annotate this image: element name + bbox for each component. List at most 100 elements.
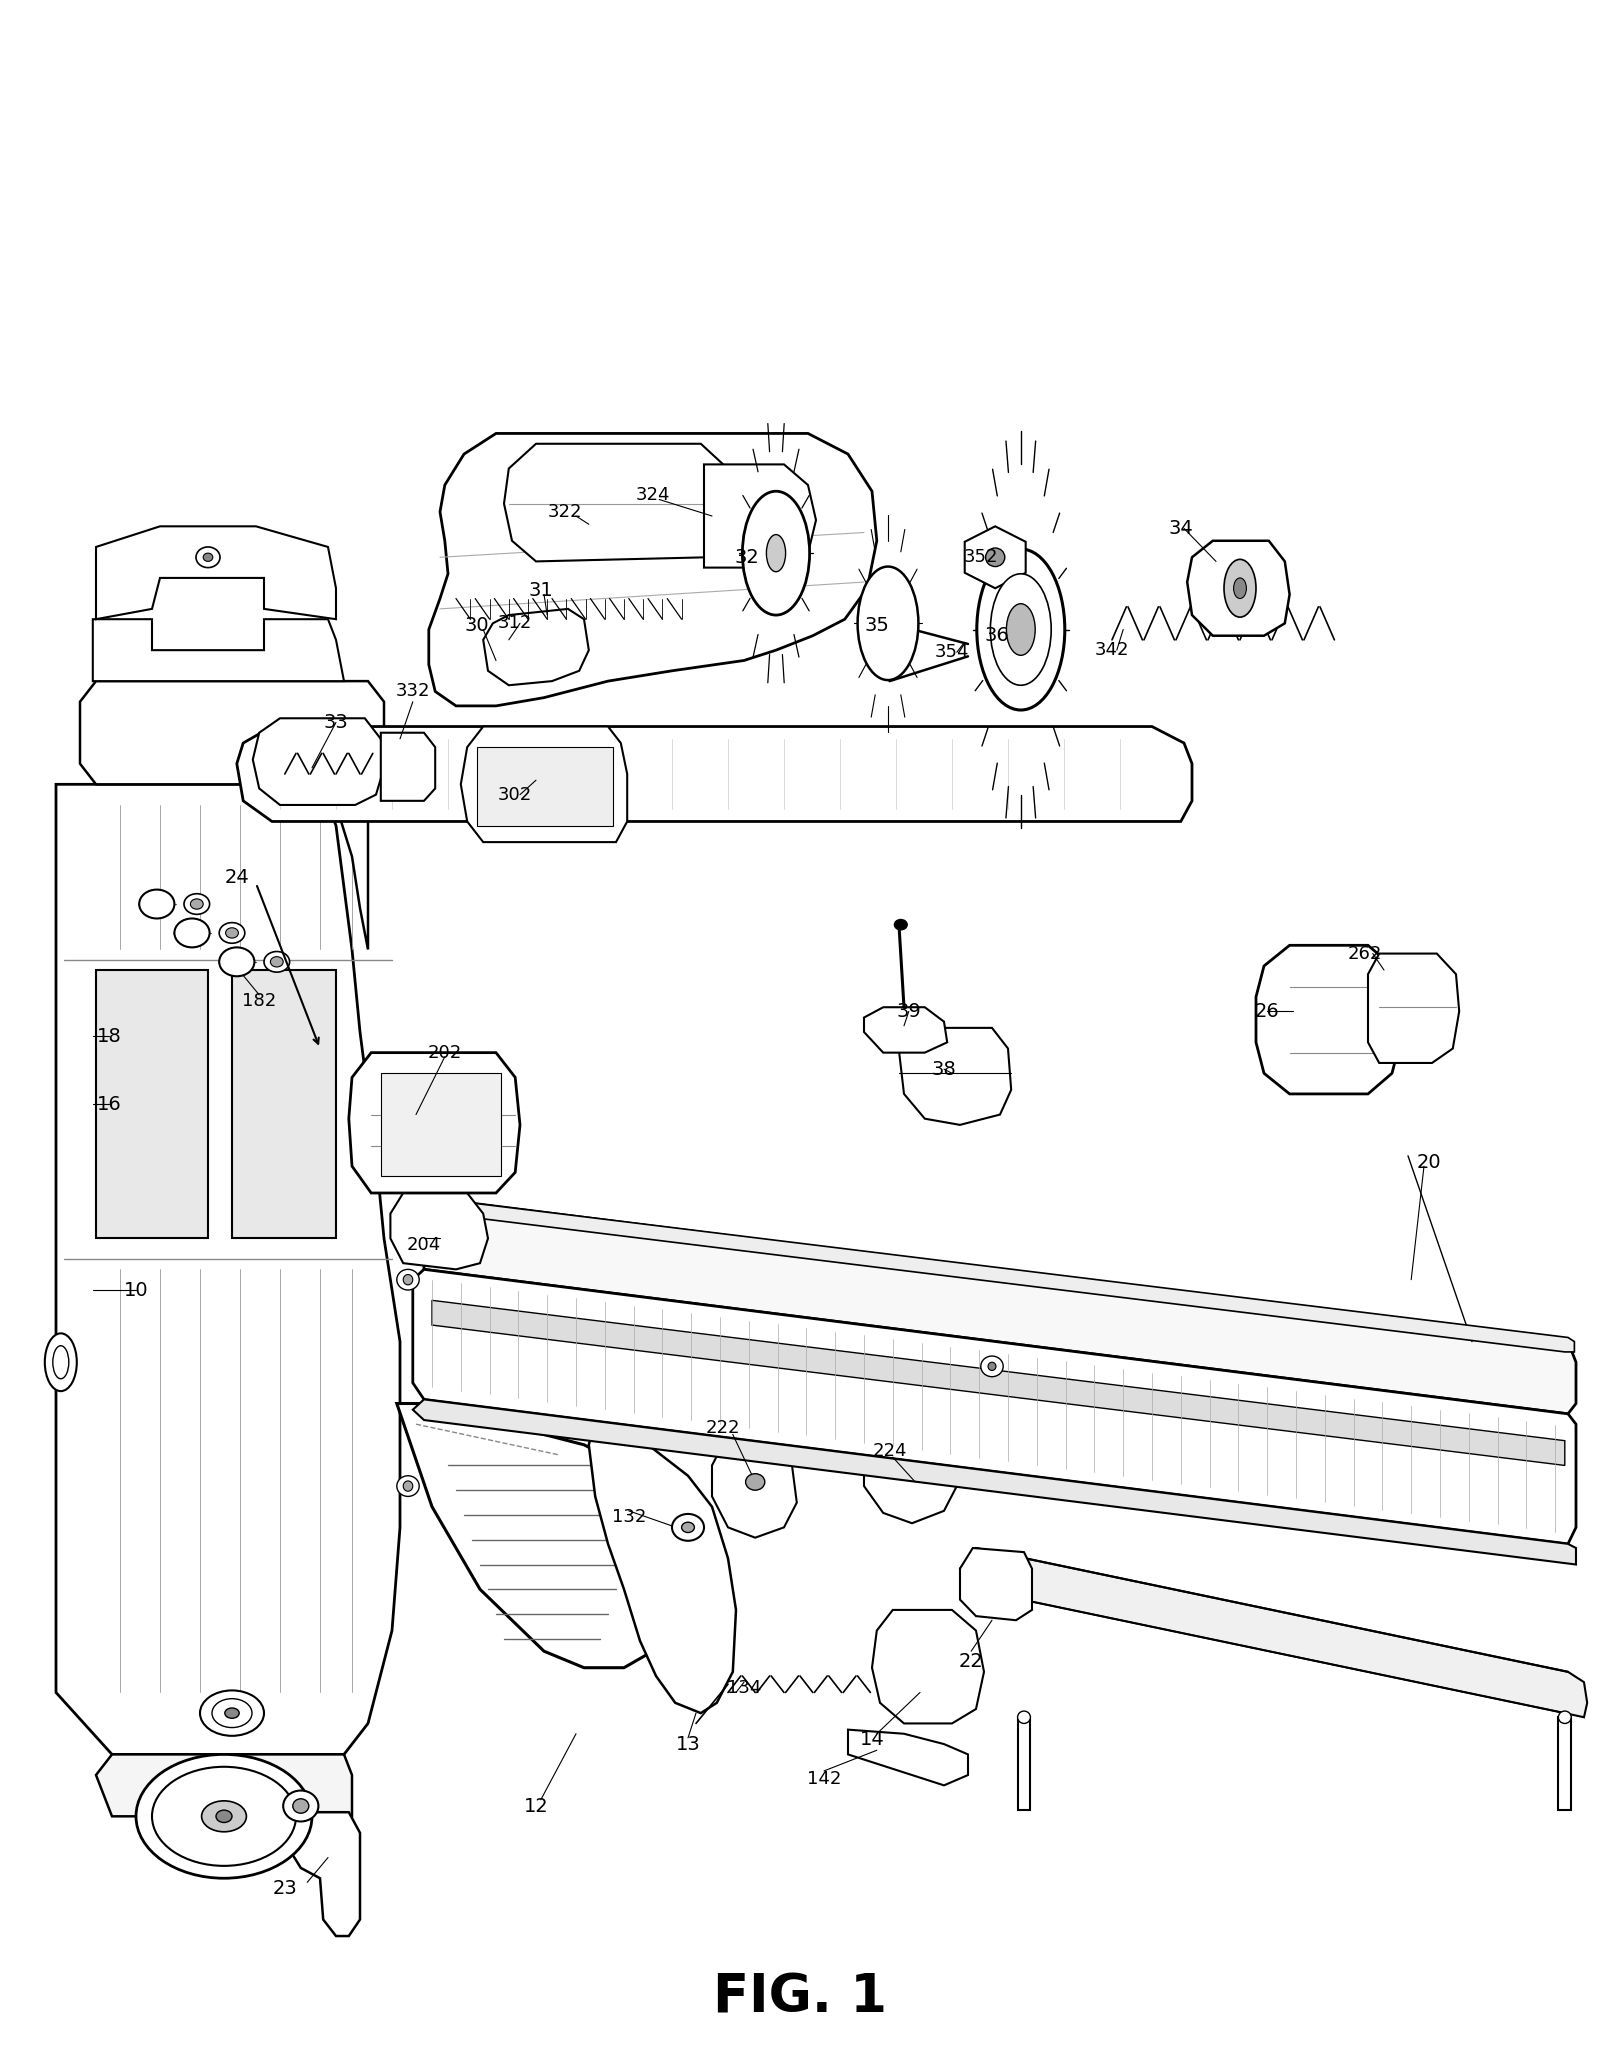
Text: 352: 352 [963, 549, 998, 566]
Polygon shape [93, 619, 344, 681]
Ellipse shape [397, 1476, 419, 1496]
Ellipse shape [397, 1269, 419, 1290]
Ellipse shape [211, 1699, 253, 1728]
Ellipse shape [293, 1798, 309, 1814]
Ellipse shape [766, 535, 786, 572]
Polygon shape [253, 718, 384, 805]
Text: 342: 342 [1094, 642, 1130, 658]
Polygon shape [381, 733, 435, 801]
Polygon shape [56, 784, 400, 1754]
Bar [477, 747, 613, 826]
Text: FIG. 1: FIG. 1 [714, 1971, 886, 2025]
Polygon shape [80, 681, 384, 949]
Polygon shape [237, 727, 1192, 821]
Ellipse shape [742, 491, 810, 615]
Bar [232, 970, 336, 1238]
Text: 302: 302 [498, 786, 533, 803]
Ellipse shape [139, 890, 174, 918]
Polygon shape [432, 1300, 1565, 1465]
Ellipse shape [174, 918, 210, 947]
Polygon shape [288, 1812, 360, 1936]
Ellipse shape [264, 952, 290, 972]
Ellipse shape [219, 923, 245, 943]
Ellipse shape [195, 547, 221, 568]
Polygon shape [872, 1610, 984, 1723]
Ellipse shape [1006, 603, 1035, 656]
Text: 204: 204 [406, 1236, 442, 1253]
Ellipse shape [981, 1356, 1003, 1377]
Polygon shape [429, 433, 877, 706]
Polygon shape [349, 1053, 520, 1193]
Ellipse shape [219, 947, 254, 976]
Polygon shape [504, 444, 733, 561]
Text: 24: 24 [224, 867, 250, 888]
Ellipse shape [1018, 1711, 1030, 1723]
Ellipse shape [989, 1362, 995, 1370]
Text: 224: 224 [872, 1443, 907, 1459]
Polygon shape [483, 609, 589, 685]
Ellipse shape [1234, 578, 1246, 599]
Text: 142: 142 [806, 1771, 842, 1787]
Text: 38: 38 [931, 1059, 957, 1079]
Text: 10: 10 [123, 1280, 149, 1300]
Polygon shape [424, 1197, 1576, 1414]
Text: 14: 14 [859, 1730, 885, 1750]
Text: 312: 312 [498, 615, 533, 632]
Bar [381, 1073, 501, 1176]
Ellipse shape [986, 549, 1005, 568]
Text: 202: 202 [427, 1044, 462, 1061]
Ellipse shape [403, 1482, 413, 1490]
Polygon shape [848, 1730, 968, 1785]
Text: 26: 26 [1254, 1001, 1280, 1022]
Ellipse shape [216, 1810, 232, 1823]
Ellipse shape [152, 1767, 296, 1866]
Polygon shape [712, 1434, 797, 1538]
Text: 182: 182 [242, 993, 277, 1009]
Text: 35: 35 [864, 615, 890, 636]
Text: 33: 33 [323, 712, 349, 733]
Polygon shape [704, 464, 816, 568]
Text: 134: 134 [726, 1680, 762, 1697]
Polygon shape [461, 727, 627, 842]
Polygon shape [1256, 945, 1400, 1094]
Ellipse shape [270, 958, 283, 966]
Text: 20: 20 [1416, 1152, 1442, 1172]
Ellipse shape [990, 574, 1051, 685]
Polygon shape [413, 1269, 1576, 1544]
Ellipse shape [746, 1474, 765, 1490]
Text: 32: 32 [734, 547, 760, 568]
Ellipse shape [45, 1333, 77, 1391]
Polygon shape [960, 1548, 1032, 1620]
Text: 34: 34 [1168, 518, 1194, 539]
Ellipse shape [184, 894, 210, 914]
Text: 23: 23 [272, 1878, 298, 1899]
Text: 12: 12 [523, 1796, 549, 1816]
Text: 16: 16 [96, 1094, 122, 1115]
Ellipse shape [858, 566, 918, 681]
Polygon shape [589, 1404, 736, 1713]
Polygon shape [424, 1197, 1574, 1352]
Polygon shape [96, 1754, 352, 1816]
Text: 332: 332 [395, 683, 430, 700]
Text: 36: 36 [984, 625, 1010, 646]
Ellipse shape [226, 927, 238, 937]
Text: 262: 262 [1347, 945, 1382, 962]
Bar [1558, 1717, 1571, 1810]
Ellipse shape [224, 1707, 238, 1717]
Ellipse shape [200, 1690, 264, 1736]
Polygon shape [96, 526, 336, 619]
Ellipse shape [283, 1789, 318, 1820]
Ellipse shape [190, 900, 203, 910]
Text: 31: 31 [528, 580, 554, 601]
Polygon shape [397, 1404, 680, 1668]
Bar [1018, 1717, 1030, 1810]
Ellipse shape [672, 1513, 704, 1540]
Polygon shape [864, 1434, 957, 1523]
Ellipse shape [894, 921, 907, 929]
Text: 39: 39 [896, 1001, 922, 1022]
Polygon shape [1368, 954, 1459, 1063]
Ellipse shape [403, 1276, 413, 1284]
Ellipse shape [202, 1800, 246, 1833]
Text: 13: 13 [675, 1734, 701, 1754]
Ellipse shape [53, 1346, 69, 1379]
